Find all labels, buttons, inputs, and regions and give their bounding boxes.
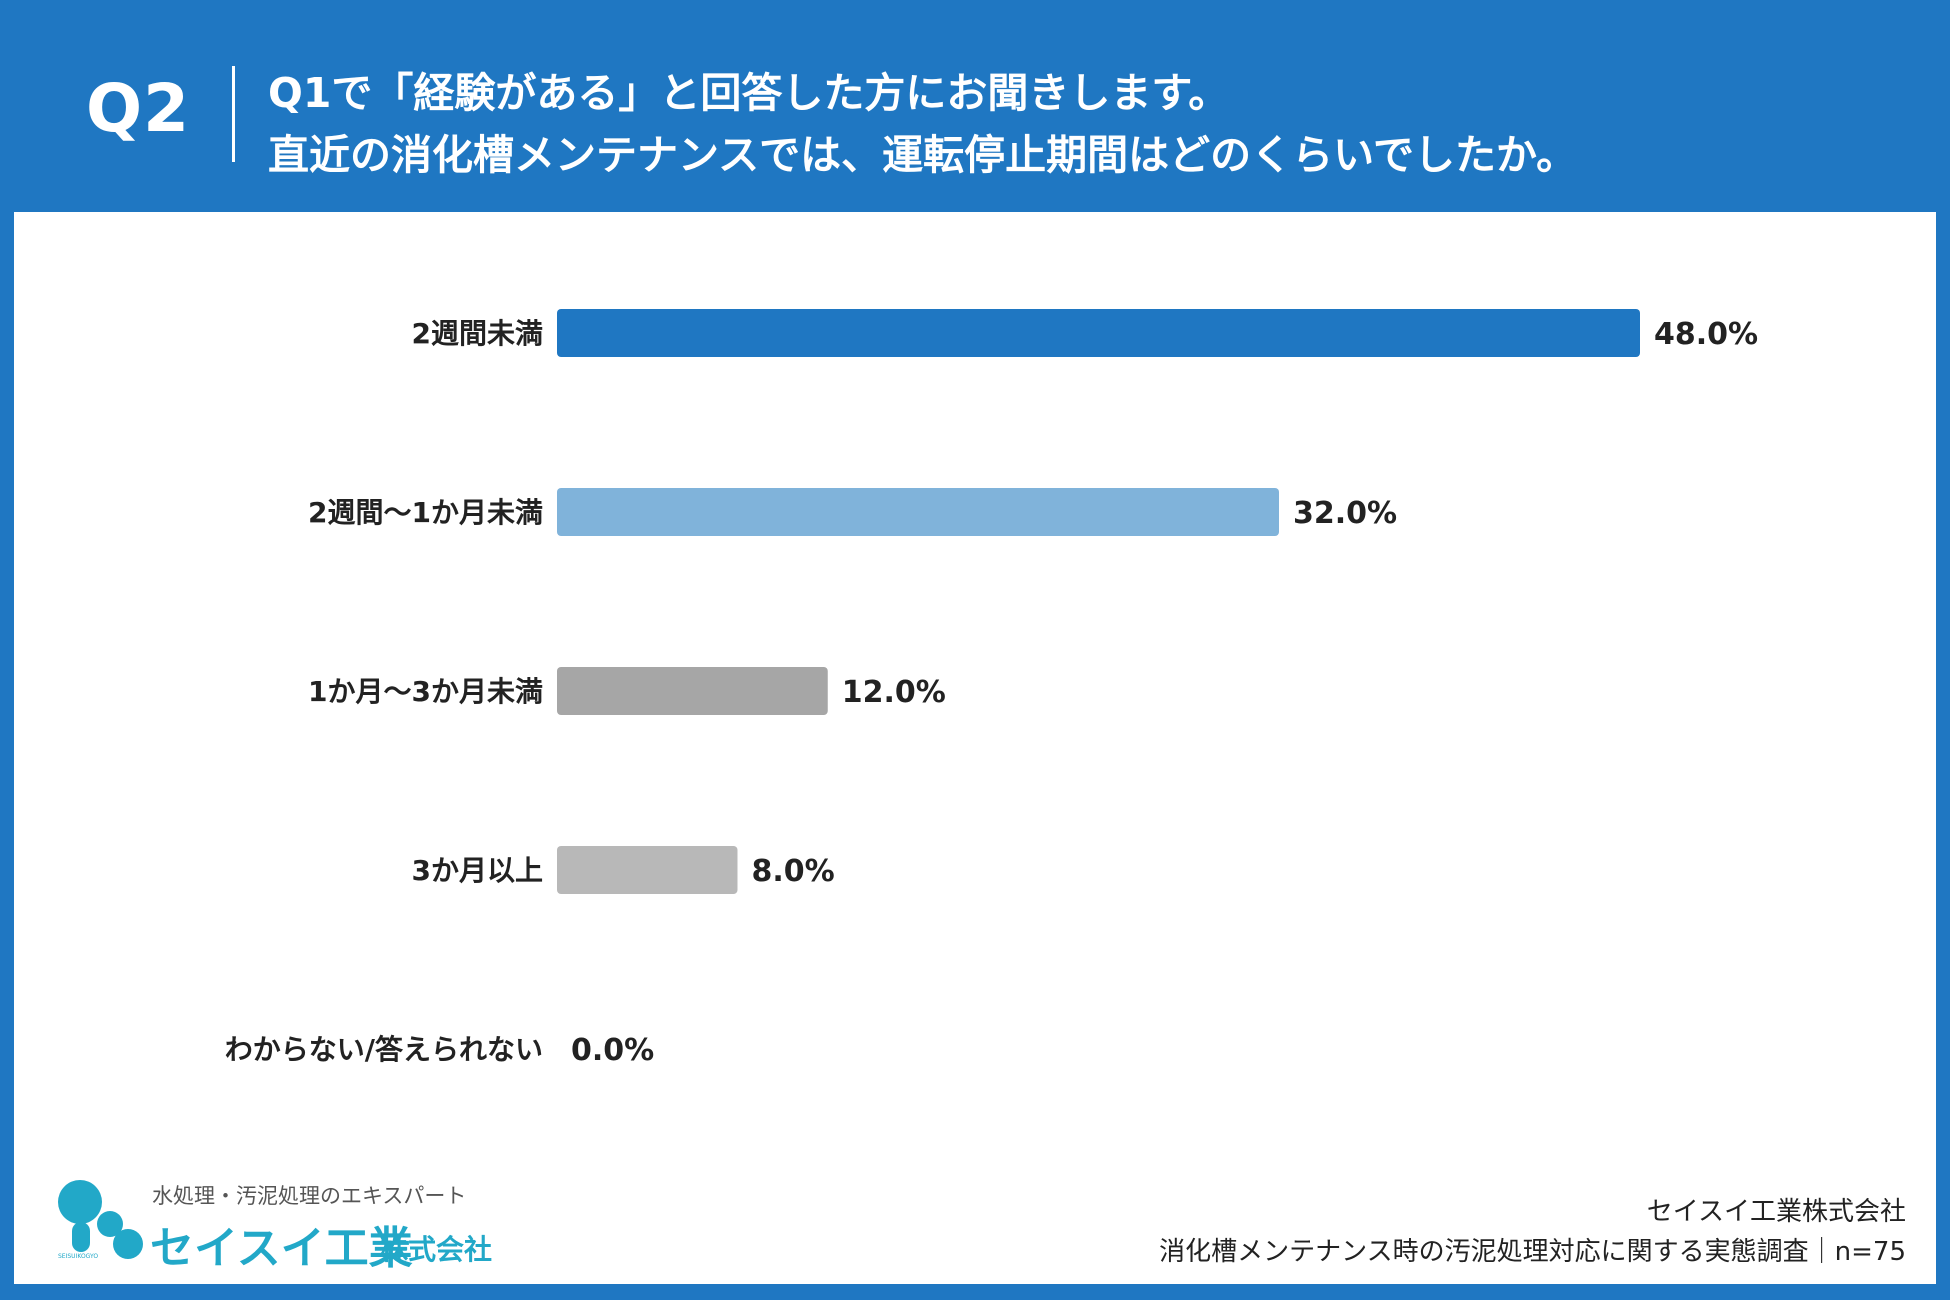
bar: [557, 309, 1640, 357]
company-logo: SEISUIKOGYO 水処理・汚泥処理のエキスパート セイスイ工業 株式会社: [52, 1172, 572, 1274]
question-line-2: 直近の消化槽メンテナンスでは、運転停止期間はどのくらいでしたか。: [268, 131, 1578, 179]
value-label: 0.0%: [571, 1033, 654, 1068]
question-text: Q1で「経験がある」と回答した方にお聞きします。 直近の消化槽メンテナンスでは、…: [268, 62, 1577, 186]
header-band: Q2 Q1で「経験がある」と回答した方にお聞きします。 直近の消化槽メンテナンス…: [0, 0, 1950, 210]
bar-chart: 2週間未満 48.0% 2週間〜1か月未満 32.0% 1か月〜3か月未満 12.0% 3か…: [225, 309, 1758, 1068]
header-divider: [232, 66, 235, 162]
question-line-1: Q1で「経験がある」と回答した方にお聞きします。: [268, 69, 1230, 117]
category-label: 3か月以上: [412, 854, 543, 887]
source-survey: 消化槽メンテナンス時の汚泥処理対応に関する実態調査｜n=75: [1159, 1237, 1906, 1267]
bar: [557, 667, 828, 715]
category-label: 2週間〜1か月未満: [308, 496, 543, 529]
value-label: 12.0%: [842, 675, 946, 710]
category-label: 2週間未満: [412, 317, 543, 350]
logo-suffix: 株式会社: [380, 1233, 493, 1266]
source-note: セイスイ工業株式会社 消化槽メンテナンス時の汚泥処理対応に関する実態調査｜n=7…: [1159, 1192, 1906, 1272]
chart-panel: 2週間未満 48.0% 2週間〜1か月未満 32.0% 1か月〜3か月未満 12.0% 3か…: [14, 212, 1936, 1284]
logo-mark-icon: SEISUIKOGYO: [58, 1180, 143, 1260]
value-label: 32.0%: [1293, 496, 1397, 531]
category-label: 1か月〜3か月未満: [308, 675, 543, 708]
question-number: Q2: [86, 70, 191, 147]
value-label: 48.0%: [1654, 317, 1758, 352]
source-company: セイスイ工業株式会社: [1646, 1197, 1906, 1227]
logo-name: セイスイ工業: [150, 1223, 413, 1274]
logo-tagline: 水処理・汚泥処理のエキスパート: [152, 1184, 467, 1208]
bar: [557, 846, 738, 894]
logo-mark-text: SEISUIKOGYO: [58, 1253, 98, 1260]
category-label: わからない/答えられない: [225, 1033, 543, 1066]
value-label: 8.0%: [752, 854, 835, 889]
bar: [557, 488, 1279, 536]
